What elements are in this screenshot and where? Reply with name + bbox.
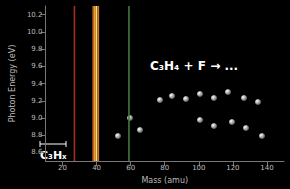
svg-text:8.8: 8.8 bbox=[31, 131, 42, 139]
svg-text:40: 40 bbox=[92, 164, 101, 172]
svg-text:Photon Energy (eV): Photon Energy (eV) bbox=[8, 45, 17, 123]
svg-text:9.2: 9.2 bbox=[31, 97, 42, 105]
svg-text:9.0: 9.0 bbox=[31, 114, 42, 122]
svg-text:Mass (amu): Mass (amu) bbox=[141, 176, 188, 185]
svg-text:60: 60 bbox=[126, 164, 135, 172]
svg-text:9.4: 9.4 bbox=[31, 80, 43, 88]
svg-text:10.2: 10.2 bbox=[27, 11, 43, 19]
svg-text:9.8: 9.8 bbox=[31, 45, 42, 53]
svg-text:C₃Hₓ: C₃Hₓ bbox=[40, 149, 67, 162]
svg-text:120: 120 bbox=[226, 164, 239, 172]
svg-text:9.6: 9.6 bbox=[31, 62, 43, 70]
svg-text:100: 100 bbox=[192, 164, 205, 172]
svg-text:C₃H₄ + F → ...: C₃H₄ + F → ... bbox=[150, 59, 238, 73]
svg-text:80: 80 bbox=[160, 164, 169, 172]
svg-text:8.6: 8.6 bbox=[31, 148, 43, 156]
svg-text:140: 140 bbox=[260, 164, 273, 172]
svg-text:10.0: 10.0 bbox=[27, 28, 43, 36]
svg-text:20: 20 bbox=[58, 164, 67, 172]
